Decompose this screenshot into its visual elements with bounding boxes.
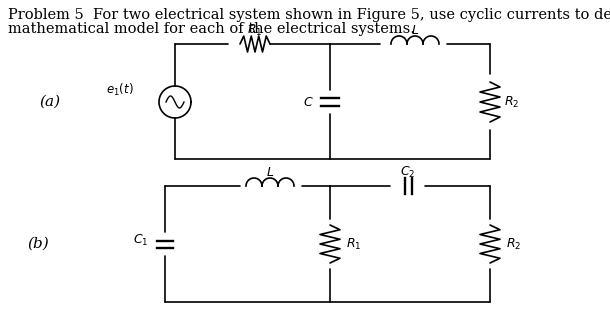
Text: $L$: $L$ <box>266 166 274 178</box>
Text: (b): (b) <box>27 237 49 251</box>
Text: mathematical model for each of the electrical systems.: mathematical model for each of the elect… <box>8 22 415 36</box>
Text: $C_1$: $C_1$ <box>133 232 149 247</box>
Text: $R_2$: $R_2$ <box>504 95 520 110</box>
Text: $R_1$: $R_1$ <box>247 22 263 37</box>
Text: $C$: $C$ <box>303 96 314 109</box>
Text: Problem 5  For two electrical system shown in Figure 5, use cyclic currents to d: Problem 5 For two electrical system show… <box>8 8 610 22</box>
Text: $C_2$: $C_2$ <box>400 164 415 180</box>
Text: $R_2$: $R_2$ <box>506 236 522 252</box>
Text: (a): (a) <box>40 95 60 109</box>
Text: $e_1(t)$: $e_1(t)$ <box>106 82 134 98</box>
Text: $R_1$: $R_1$ <box>346 236 362 252</box>
Text: $L$: $L$ <box>411 23 419 36</box>
